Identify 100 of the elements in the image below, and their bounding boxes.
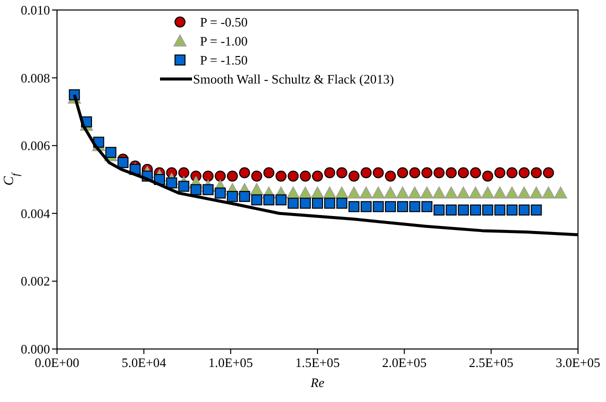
y-tick-label: 0.008	[20, 70, 50, 86]
legend-label: P = -0.50	[200, 14, 248, 30]
point	[530, 204, 542, 216]
point	[384, 201, 396, 212]
point	[396, 186, 410, 199]
point	[202, 184, 214, 196]
point	[432, 186, 446, 199]
point	[117, 157, 128, 168]
point	[494, 167, 506, 178]
point	[493, 186, 506, 199]
x-tick-label: 1.0E+05	[208, 355, 253, 370]
y-tick-label: 0.006	[20, 138, 50, 154]
point	[190, 184, 202, 196]
point	[506, 186, 519, 199]
point	[446, 204, 457, 216]
x-tick-label: 5.0E+04	[122, 355, 167, 370]
point	[481, 186, 494, 199]
y-tick-label: 0.002	[20, 274, 50, 289]
point	[397, 167, 408, 178]
point	[518, 167, 530, 178]
legend-label: P = -1.00	[200, 34, 248, 48]
point	[409, 201, 420, 212]
point	[360, 167, 372, 178]
point	[263, 194, 274, 206]
point	[530, 186, 543, 199]
point	[202, 170, 214, 182]
point	[469, 186, 482, 199]
point	[518, 204, 530, 216]
point	[226, 170, 238, 182]
point	[324, 167, 336, 178]
point	[250, 183, 264, 196]
point	[470, 167, 482, 178]
point	[482, 204, 494, 216]
point	[444, 186, 458, 199]
point	[372, 167, 384, 178]
point	[482, 170, 494, 182]
point	[372, 201, 384, 212]
point	[494, 204, 506, 216]
y-tick-label: 0.000	[20, 342, 50, 356]
point	[348, 201, 360, 212]
point	[276, 170, 287, 182]
point	[347, 186, 360, 199]
x-tick-label: 2.5E+05	[468, 355, 514, 370]
point	[300, 170, 311, 182]
point	[263, 167, 274, 178]
point	[408, 186, 422, 199]
point	[239, 190, 250, 202]
point	[458, 167, 469, 178]
point	[336, 198, 348, 209]
point	[409, 167, 420, 178]
point	[506, 167, 518, 178]
point	[360, 201, 372, 212]
point	[456, 186, 470, 199]
x-tick-label: 2.0E+05	[382, 355, 427, 370]
y-tick-label: 0.010	[20, 2, 50, 18]
point	[178, 180, 190, 192]
point	[324, 198, 336, 209]
point	[554, 186, 568, 199]
point	[166, 177, 178, 188]
point	[384, 186, 397, 199]
point	[542, 186, 555, 199]
legend-label: Smooth Wall - Schultz & Flack (2013)	[193, 72, 394, 86]
point	[518, 186, 531, 199]
point	[251, 194, 262, 206]
point	[397, 201, 408, 212]
point	[348, 170, 360, 182]
point	[421, 167, 432, 178]
point	[360, 186, 373, 199]
point	[178, 167, 190, 178]
point	[470, 204, 482, 216]
point	[420, 186, 434, 199]
point	[458, 204, 469, 216]
point	[239, 167, 250, 178]
point	[421, 201, 432, 212]
point	[434, 167, 445, 178]
point	[288, 198, 299, 209]
y-tick-label: 0.004	[20, 206, 50, 221]
point	[446, 167, 457, 178]
point	[542, 167, 554, 178]
point	[214, 170, 226, 182]
point	[105, 146, 116, 158]
point	[530, 167, 542, 178]
point	[288, 170, 299, 182]
x-tick-label: 1.5E+05	[295, 355, 340, 370]
point	[251, 170, 262, 182]
point	[506, 204, 518, 216]
point	[276, 194, 287, 206]
point	[434, 204, 445, 216]
x-tick-label: 3.0E+05	[556, 355, 600, 370]
point	[372, 186, 385, 199]
x-axis-title: Re	[310, 375, 325, 390]
x-tick-label: 0.0E+00	[34, 355, 80, 370]
point	[312, 170, 323, 182]
point	[336, 167, 348, 178]
point	[312, 198, 323, 209]
point	[226, 190, 238, 202]
legend-label: P = -1.50	[200, 52, 248, 68]
point	[384, 170, 396, 182]
point	[214, 188, 226, 199]
point	[300, 198, 311, 209]
